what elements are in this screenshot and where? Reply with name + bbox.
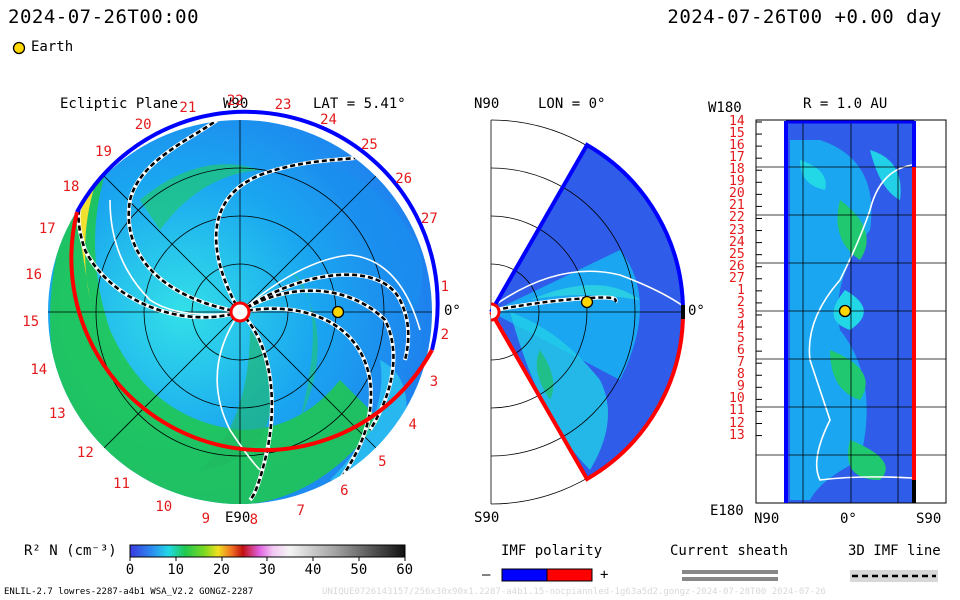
footer-model-info: ENLIL-2.7 lowres-2287-a4b1 WSA_V2.2 GONG…: [4, 587, 254, 597]
radial-y-label: 4: [737, 319, 745, 335]
rotation-label: 3: [429, 373, 439, 390]
rotation-label: 19: [95, 143, 112, 160]
rotation-label: 9: [201, 510, 211, 527]
rotation-label: 25: [360, 137, 378, 154]
rotation-label: 14: [30, 361, 48, 378]
footer-run-id: UNIQUE0726143157/256x30x90x1.2287-a4b1.1…: [322, 587, 826, 597]
colorbar: [129, 544, 406, 561]
imf-polarity-bar: [501, 568, 593, 582]
radial-y-label: 3: [737, 306, 745, 322]
radial-y-label: 13: [729, 427, 745, 443]
meridional-lon-label: LON = 0°: [538, 96, 606, 112]
rotation-label: 17: [38, 220, 56, 237]
ecliptic-top-label: W90: [223, 96, 249, 112]
rotation-label: 8: [249, 512, 258, 529]
rotation-label: 18: [62, 178, 80, 195]
radial-y-label: 21: [729, 198, 745, 214]
radial-y-label: 6: [737, 343, 745, 359]
radial-y-label: 17: [729, 150, 745, 166]
ecliptic-panel: [48, 109, 440, 504]
colorbar-tick-label: 40: [304, 562, 322, 578]
earth-legend-label: Earth: [31, 39, 74, 55]
right-timestamp: 2024-07-26T00 +0.00 day: [667, 6, 942, 28]
ecliptic-title: Ecliptic Plane: [60, 96, 179, 112]
rotation-label: 1: [440, 279, 450, 296]
radial-x-label-s90: S90: [916, 511, 942, 527]
radial-y-label: 7: [737, 355, 745, 371]
radial-y-label: 19: [729, 174, 745, 190]
ecliptic-lat-label: LAT = 5.41°: [313, 96, 406, 112]
meridional-bottom-label: S90: [474, 510, 500, 526]
radial-x-label-0: 0°: [840, 511, 857, 527]
radial-y-label: 15: [729, 126, 745, 142]
colorbar-tick-label: 30: [258, 562, 276, 578]
radial-top-label: W180: [708, 100, 742, 116]
current-sheath-swatch: [682, 570, 778, 581]
meridional-top-label: N90: [474, 96, 500, 112]
colorbar-tick-label: 10: [167, 562, 185, 578]
rotation-label: 16: [25, 266, 43, 283]
radial-y-label: 11: [729, 403, 745, 419]
radial-title: R = 1.0 AU: [803, 96, 888, 112]
radial-y-label: 5: [737, 331, 745, 347]
rotation-label: 6: [340, 483, 349, 499]
radial-panel: [755, 119, 947, 504]
colorbar-tick-label: 50: [350, 562, 368, 578]
colorbar-tick-label: 20: [213, 562, 230, 578]
ecliptic-zero-label: 0°: [444, 303, 461, 319]
ecliptic-bottom-label: E90: [225, 510, 251, 526]
imf-line-swatch: [850, 570, 938, 582]
rotation-label: 2: [440, 327, 450, 344]
rotation-label: 23: [274, 97, 292, 114]
rotation-label: 24: [320, 112, 337, 129]
rotation-label: 4: [408, 416, 417, 433]
radial-x-label-n90: N90: [754, 511, 780, 527]
imf-line-title: 3D IMF line: [848, 543, 941, 559]
radial-y-label: 16: [729, 138, 745, 154]
rotation-label: 22: [226, 93, 244, 110]
radial-y-label: 18: [729, 162, 745, 178]
radial-y-label: 20: [729, 186, 745, 202]
radial-bottom-label: E180: [710, 503, 744, 519]
rotation-label: 26: [395, 170, 413, 187]
rotation-label: 5: [378, 453, 387, 470]
radial-y-label: 8: [737, 367, 745, 383]
imf-polarity-title: IMF polarity: [501, 543, 603, 559]
radial-y-label: 25: [729, 246, 745, 262]
radial-y-label: 24: [729, 234, 745, 250]
meridional-panel: [489, 119, 686, 505]
rotation-label: 12: [76, 444, 94, 461]
rotation-label: 27: [420, 211, 438, 228]
left-timestamp: 2024-07-26T00:00: [8, 6, 200, 28]
rotation-label: 10: [155, 498, 173, 515]
radial-y-label: 1: [737, 282, 745, 298]
current-sheath-title: Current sheath: [670, 543, 789, 559]
radial-y-label: 26: [729, 258, 745, 274]
radial-y-label: 12: [729, 415, 745, 431]
meridional-zero-label: 0°: [688, 303, 705, 319]
rotation-label: 13: [48, 405, 66, 422]
rotation-label: 20: [134, 116, 152, 133]
radial-y-label: 23: [729, 222, 745, 238]
rotation-label: 11: [113, 476, 130, 493]
imf-minus-label: –: [482, 567, 491, 583]
radial-y-label: 10: [729, 391, 745, 407]
rotation-label: 21: [179, 99, 197, 116]
radial-y-label: 9: [737, 379, 745, 395]
radial-y-label: 2: [737, 294, 745, 310]
colorbar-tick-label: 60: [396, 562, 414, 578]
rotation-label: 7: [296, 502, 305, 519]
colorbar-tick-label: 0: [125, 562, 135, 578]
rotation-label: 15: [22, 314, 40, 331]
earth-legend-icon: [12, 41, 26, 55]
radial-y-label: 27: [729, 270, 745, 286]
colorbar-label: R² N (cm⁻³): [24, 543, 117, 559]
imf-plus-label: +: [600, 567, 609, 583]
radial-y-label: 22: [729, 210, 745, 226]
radial-y-label: 14: [729, 114, 745, 129]
